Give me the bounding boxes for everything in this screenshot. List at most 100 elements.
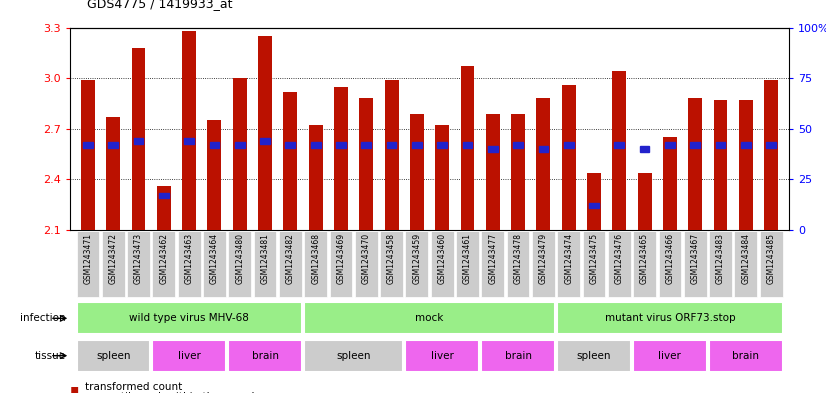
Bar bbox=[311, 142, 320, 148]
Bar bbox=[558, 303, 782, 334]
Bar bbox=[482, 340, 555, 372]
Text: GSM1243484: GSM1243484 bbox=[741, 233, 750, 285]
Bar bbox=[203, 231, 225, 297]
Bar bbox=[228, 340, 301, 372]
Text: GSM1243471: GSM1243471 bbox=[83, 233, 93, 285]
Text: mutant virus ORF73.stop: mutant virus ORF73.stop bbox=[605, 313, 735, 323]
Bar bbox=[153, 340, 225, 372]
Text: GSM1243468: GSM1243468 bbox=[311, 233, 320, 285]
Bar bbox=[210, 142, 220, 148]
Bar bbox=[539, 146, 548, 152]
Text: GSM1243477: GSM1243477 bbox=[488, 233, 497, 285]
Bar bbox=[463, 142, 472, 148]
Bar bbox=[107, 117, 121, 230]
Text: GSM1243475: GSM1243475 bbox=[590, 233, 599, 285]
Text: GSM1243462: GSM1243462 bbox=[159, 233, 169, 285]
Text: GSM1243476: GSM1243476 bbox=[615, 233, 624, 285]
Text: brain: brain bbox=[505, 351, 532, 361]
Bar bbox=[153, 231, 175, 297]
Bar bbox=[634, 231, 656, 297]
Text: tissue: tissue bbox=[35, 351, 66, 361]
Text: GSM1243483: GSM1243483 bbox=[716, 233, 725, 285]
Bar bbox=[513, 142, 523, 148]
Bar bbox=[486, 114, 500, 230]
Bar bbox=[767, 142, 776, 148]
Bar bbox=[184, 138, 194, 144]
Bar bbox=[83, 142, 93, 148]
Bar bbox=[304, 340, 403, 372]
Bar bbox=[536, 98, 550, 230]
Bar bbox=[558, 231, 580, 297]
Bar bbox=[330, 231, 353, 297]
Bar bbox=[715, 142, 725, 148]
Text: infection: infection bbox=[21, 313, 66, 323]
Bar bbox=[410, 114, 424, 230]
Bar bbox=[286, 142, 295, 148]
Text: GSM1243460: GSM1243460 bbox=[438, 233, 447, 285]
Bar bbox=[235, 142, 244, 148]
Text: GSM1243465: GSM1243465 bbox=[640, 233, 649, 285]
Bar bbox=[688, 98, 702, 230]
Bar bbox=[178, 231, 201, 297]
Text: percentile rank within the sample: percentile rank within the sample bbox=[85, 392, 261, 393]
Text: spleen: spleen bbox=[96, 351, 131, 361]
Bar bbox=[207, 120, 221, 230]
Text: transformed count: transformed count bbox=[85, 382, 183, 392]
Text: brain: brain bbox=[252, 351, 278, 361]
Bar bbox=[710, 340, 782, 372]
Bar bbox=[233, 78, 247, 230]
Bar bbox=[615, 142, 624, 148]
Bar bbox=[564, 142, 573, 148]
Bar bbox=[764, 80, 778, 230]
Bar bbox=[532, 231, 555, 297]
Text: GSM1243482: GSM1243482 bbox=[286, 233, 295, 284]
Bar bbox=[283, 92, 297, 230]
Bar bbox=[608, 231, 631, 297]
Bar bbox=[157, 186, 171, 230]
Text: liver: liver bbox=[658, 351, 681, 361]
Bar bbox=[461, 66, 474, 230]
Bar bbox=[665, 142, 675, 148]
Bar bbox=[304, 303, 555, 334]
Bar bbox=[760, 231, 782, 297]
Text: GSM1243472: GSM1243472 bbox=[109, 233, 118, 285]
Bar bbox=[582, 231, 605, 297]
Bar bbox=[355, 231, 377, 297]
Text: GSM1243473: GSM1243473 bbox=[134, 233, 143, 285]
Text: GSM1243481: GSM1243481 bbox=[260, 233, 269, 284]
Text: GSM1243458: GSM1243458 bbox=[387, 233, 396, 285]
Bar bbox=[385, 80, 398, 230]
Bar bbox=[159, 193, 169, 198]
Bar bbox=[658, 231, 681, 297]
Bar bbox=[406, 231, 428, 297]
Text: GSM1243464: GSM1243464 bbox=[210, 233, 219, 285]
Bar bbox=[587, 173, 601, 230]
Text: GSM1243466: GSM1243466 bbox=[666, 233, 674, 285]
Text: ▪: ▪ bbox=[70, 382, 79, 393]
Text: GSM1243461: GSM1243461 bbox=[463, 233, 472, 285]
Text: GSM1243474: GSM1243474 bbox=[564, 233, 573, 285]
Bar bbox=[684, 231, 706, 297]
Bar bbox=[362, 142, 371, 148]
Bar bbox=[435, 125, 449, 230]
Bar bbox=[488, 146, 497, 152]
Bar bbox=[359, 98, 373, 230]
Bar bbox=[77, 231, 99, 297]
Text: GSM1243463: GSM1243463 bbox=[185, 233, 193, 285]
Bar bbox=[102, 231, 125, 297]
Text: GSM1243469: GSM1243469 bbox=[336, 233, 345, 285]
Bar bbox=[734, 231, 757, 297]
Bar bbox=[228, 231, 251, 297]
Bar bbox=[134, 138, 144, 144]
Bar bbox=[254, 231, 277, 297]
Bar bbox=[279, 231, 301, 297]
Bar bbox=[741, 142, 751, 148]
Bar bbox=[612, 72, 626, 230]
Text: GSM1243459: GSM1243459 bbox=[412, 233, 421, 285]
Text: GSM1243470: GSM1243470 bbox=[362, 233, 371, 285]
Bar bbox=[639, 146, 649, 152]
Bar bbox=[482, 231, 504, 297]
Text: liver: liver bbox=[178, 351, 201, 361]
Text: GSM1243485: GSM1243485 bbox=[767, 233, 776, 285]
Bar bbox=[183, 31, 196, 230]
